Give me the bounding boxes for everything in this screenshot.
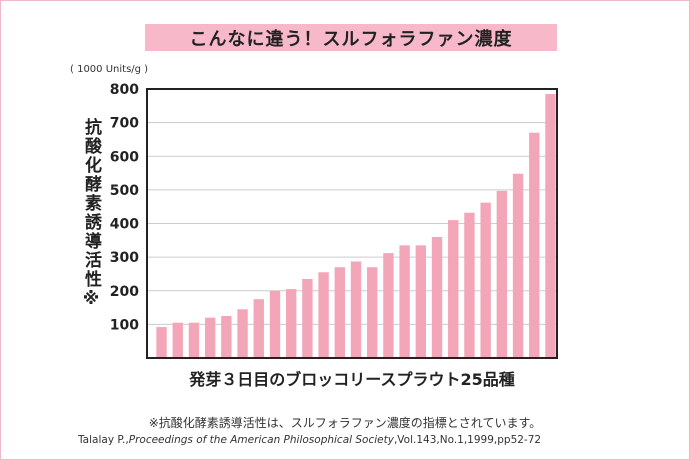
chart-title: こんなに違う！スルフォラファン濃度 bbox=[145, 24, 557, 51]
bar bbox=[415, 245, 427, 358]
bar bbox=[188, 322, 200, 358]
citation: Talalay P.,Proceedings of the American P… bbox=[78, 434, 541, 446]
bar bbox=[253, 299, 264, 358]
citation-details: ,Vol.143,No.1,1999,pp52-72 bbox=[393, 434, 542, 446]
bar bbox=[545, 94, 556, 358]
bar bbox=[156, 327, 167, 358]
bar bbox=[204, 317, 216, 358]
y-tick-label: 400 bbox=[110, 217, 139, 233]
bar bbox=[237, 309, 248, 358]
bar bbox=[350, 261, 362, 358]
bar bbox=[383, 253, 394, 358]
y-axis-unit: ( 1000 Units/g ) bbox=[70, 64, 149, 75]
bar bbox=[399, 245, 410, 358]
bar bbox=[221, 315, 232, 358]
bar bbox=[367, 267, 378, 358]
y-tick-label: 500 bbox=[110, 183, 139, 199]
y-axis-label: 抗酸化酵素誘導活性※ bbox=[81, 118, 101, 311]
bar bbox=[529, 132, 540, 358]
y-tick-label: 600 bbox=[110, 149, 139, 165]
bar bbox=[318, 272, 329, 358]
x-axis-label: 発芽３日目のブロッコリースプラウト25品種 bbox=[188, 370, 514, 389]
y-tick-label: 100 bbox=[110, 317, 139, 333]
y-tick-label: 800 bbox=[110, 82, 139, 98]
bar bbox=[480, 202, 491, 358]
bar bbox=[448, 220, 459, 358]
y-tick-label: 700 bbox=[110, 116, 139, 132]
citation-author: Talalay P., bbox=[78, 434, 129, 446]
bar bbox=[334, 267, 345, 358]
bar bbox=[431, 236, 443, 358]
bar bbox=[172, 322, 183, 358]
bar bbox=[464, 212, 475, 358]
footnote: ※抗酸化酵素誘導活性は、スルフォラファン濃度の指標とされています。 bbox=[148, 416, 542, 430]
plot-border bbox=[146, 88, 558, 359]
citation-journal: Proceedings of the American Philosophica… bbox=[128, 434, 394, 446]
bar bbox=[285, 289, 297, 358]
bar bbox=[512, 173, 524, 358]
y-tick-label: 300 bbox=[110, 250, 139, 266]
bar bbox=[496, 190, 508, 358]
bar bbox=[269, 290, 281, 358]
y-tick-label: 200 bbox=[110, 284, 139, 300]
bar bbox=[302, 278, 313, 358]
